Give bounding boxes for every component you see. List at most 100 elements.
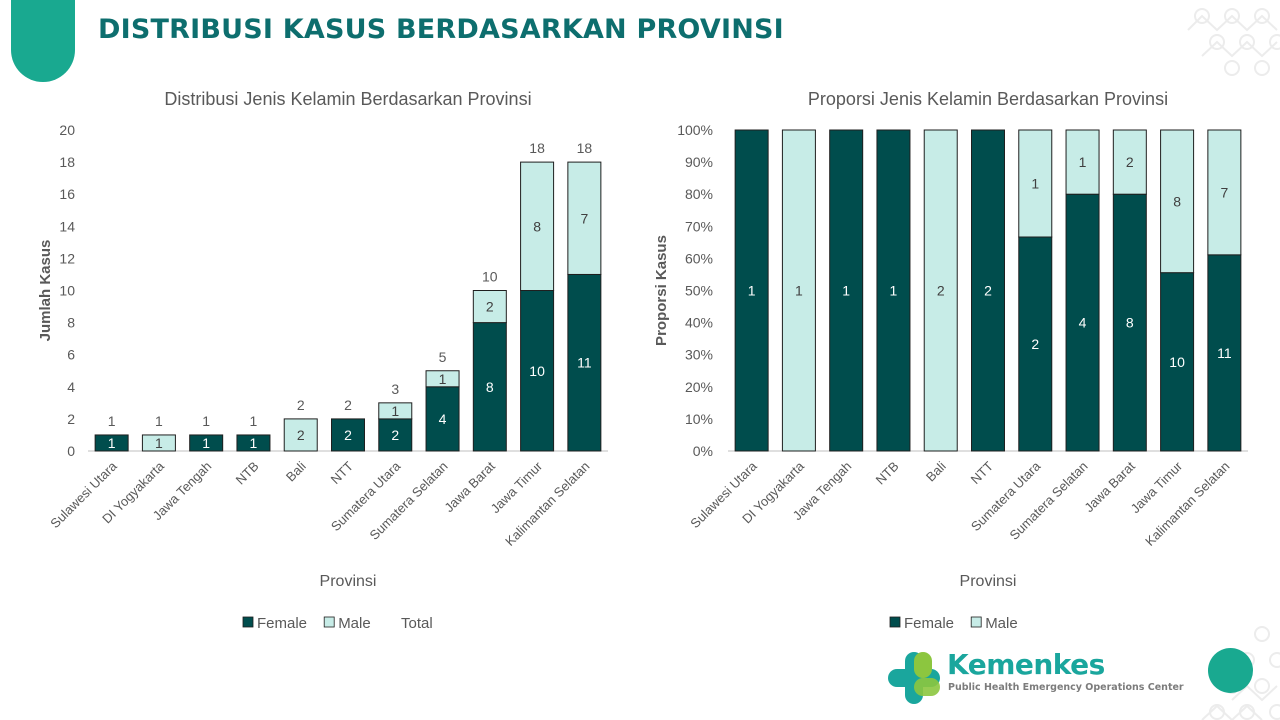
data-label-total: 1 bbox=[202, 413, 210, 429]
data-label-male: 8 bbox=[1173, 193, 1181, 209]
data-label-male: 1 bbox=[439, 371, 447, 387]
y-axis-label: Jumlah Kasus bbox=[37, 240, 54, 342]
legend-label-female: Female bbox=[257, 615, 307, 632]
corner-tab-decoration bbox=[11, 0, 75, 82]
x-tick-label: NTB bbox=[873, 459, 902, 488]
data-label-female: 10 bbox=[529, 363, 545, 379]
data-label-female: 4 bbox=[439, 411, 447, 427]
data-label-total: 2 bbox=[297, 397, 305, 413]
chart-title: Distribusi Jenis Kelamin Berdasarkan Pro… bbox=[164, 89, 531, 109]
data-label-female: 2 bbox=[984, 283, 992, 299]
kemenkes-logo: Kemenkes Public Health Emergency Operati… bbox=[886, 648, 1186, 708]
bar-male-sumatera-selatan bbox=[1065, 129, 1100, 195]
data-label-total: 1 bbox=[108, 413, 116, 429]
data-label-male: 2 bbox=[1126, 154, 1134, 170]
bar-male-jawa-timur bbox=[1160, 129, 1195, 274]
y-tick-label: 40% bbox=[685, 315, 713, 331]
bar-male-kalimantan-selatan bbox=[1207, 129, 1242, 256]
x-tick-label: NTT bbox=[968, 458, 997, 487]
data-label-male: 8 bbox=[533, 218, 541, 234]
y-tick-label: 8 bbox=[67, 315, 75, 331]
bar-male-bali bbox=[923, 129, 958, 452]
y-tick-label: 80% bbox=[685, 186, 713, 202]
kemenkes-logo-name: Kemenkes bbox=[947, 648, 1105, 681]
data-label-total: 18 bbox=[529, 140, 545, 156]
batik-pattern-top-right bbox=[1187, 8, 1280, 76]
legend-swatch-male bbox=[970, 616, 982, 628]
bar-male-sumatera-selatan bbox=[425, 370, 460, 388]
data-label-female: 1 bbox=[202, 435, 210, 451]
y-tick-label: 0% bbox=[693, 443, 713, 459]
data-label-total: 18 bbox=[577, 140, 593, 156]
bar-male-di-yogyakarta bbox=[141, 434, 176, 452]
bar-female-sumatera-utara bbox=[1018, 236, 1053, 452]
data-label-male: 1 bbox=[1031, 176, 1039, 192]
y-tick-label: 20% bbox=[685, 379, 713, 395]
y-tick-label: 12 bbox=[59, 250, 75, 266]
data-label-female: 1 bbox=[842, 283, 850, 299]
chart-case-distribution: Distribusi Jenis Kelamin Berdasarkan Pro… bbox=[37, 89, 608, 632]
bar-male-jawa-barat bbox=[1112, 129, 1147, 195]
y-tick-label: 6 bbox=[67, 347, 75, 363]
data-label-male: 2 bbox=[297, 427, 305, 443]
bar-female-sumatera-utara bbox=[378, 418, 413, 452]
bar-male-kalimantan-selatan bbox=[567, 161, 602, 275]
bar-male-sumatera-utara bbox=[1018, 129, 1053, 238]
bar-female-sulawesi-utara bbox=[734, 129, 769, 452]
kemenkes-logo-subtitle: Public Health Emergency Operations Cente… bbox=[948, 682, 1184, 693]
data-label-female: 10 bbox=[1169, 354, 1185, 370]
data-label-female: 11 bbox=[577, 355, 592, 371]
kemenkes-plus-icon bbox=[888, 652, 940, 704]
bar-female-ntb bbox=[236, 434, 271, 452]
data-label-total: 1 bbox=[250, 413, 258, 429]
data-label-female: 1 bbox=[748, 283, 756, 299]
data-label-male: 2 bbox=[937, 283, 945, 299]
data-label-male: 1 bbox=[155, 435, 163, 451]
bar-male-di-yogyakarta bbox=[781, 129, 816, 452]
bar-female-jawa-tengah bbox=[189, 434, 224, 452]
data-label-total: 2 bbox=[344, 397, 352, 413]
data-label-female: 1 bbox=[250, 435, 258, 451]
data-label-female: 8 bbox=[486, 379, 494, 395]
y-tick-label: 4 bbox=[67, 379, 75, 395]
legend-label-total: Total bbox=[401, 615, 433, 632]
x-axis-label: Provinsi bbox=[960, 573, 1017, 590]
data-label-male: 7 bbox=[580, 210, 588, 226]
data-label-male: 1 bbox=[1079, 154, 1087, 170]
bar-female-jawa-barat bbox=[1112, 193, 1147, 452]
x-tick-label: Kalimantan Selatan bbox=[1142, 459, 1232, 549]
data-label-total: 10 bbox=[482, 269, 498, 285]
legend-swatch-male bbox=[323, 616, 335, 628]
y-tick-label: 18 bbox=[59, 154, 75, 170]
bar-male-sumatera-utara bbox=[378, 402, 413, 420]
legend-label-male: Male bbox=[985, 615, 1018, 632]
bar-female-kalimantan-selatan bbox=[1207, 254, 1242, 452]
data-label-male: 2 bbox=[486, 299, 494, 315]
legend-swatch-female bbox=[242, 616, 254, 628]
y-tick-label: 2 bbox=[67, 411, 75, 427]
data-label-male: 1 bbox=[391, 403, 399, 419]
y-tick-label: 30% bbox=[685, 347, 713, 363]
data-label-female: 1 bbox=[108, 435, 116, 451]
data-label-female: 8 bbox=[1126, 315, 1134, 331]
data-label-male: 7 bbox=[1220, 184, 1228, 200]
y-axis-label: Proporsi Kasus bbox=[653, 235, 670, 346]
next-slide-button[interactable] bbox=[1208, 648, 1253, 693]
y-tick-label: 70% bbox=[685, 218, 713, 234]
bar-male-bali bbox=[283, 418, 318, 452]
data-label-female: 1 bbox=[890, 283, 898, 299]
bar-female-jawa-tengah bbox=[829, 129, 864, 452]
bar-female-sumatera-selatan bbox=[425, 386, 460, 452]
y-tick-label: 10 bbox=[59, 283, 75, 299]
y-tick-label: 20 bbox=[59, 122, 75, 138]
data-label-total: 1 bbox=[155, 413, 163, 429]
y-tick-label: 10% bbox=[685, 411, 713, 427]
page-title: DISTRIBUSI KASUS BERDASARKAN PROVINSI bbox=[98, 14, 784, 45]
y-tick-label: 100% bbox=[677, 122, 713, 138]
y-tick-label: 14 bbox=[59, 218, 75, 234]
bar-female-ntt bbox=[971, 129, 1005, 452]
bar-female-ntt bbox=[331, 418, 365, 452]
x-axis-label: Provinsi bbox=[320, 573, 377, 590]
y-tick-label: 60% bbox=[685, 250, 713, 266]
